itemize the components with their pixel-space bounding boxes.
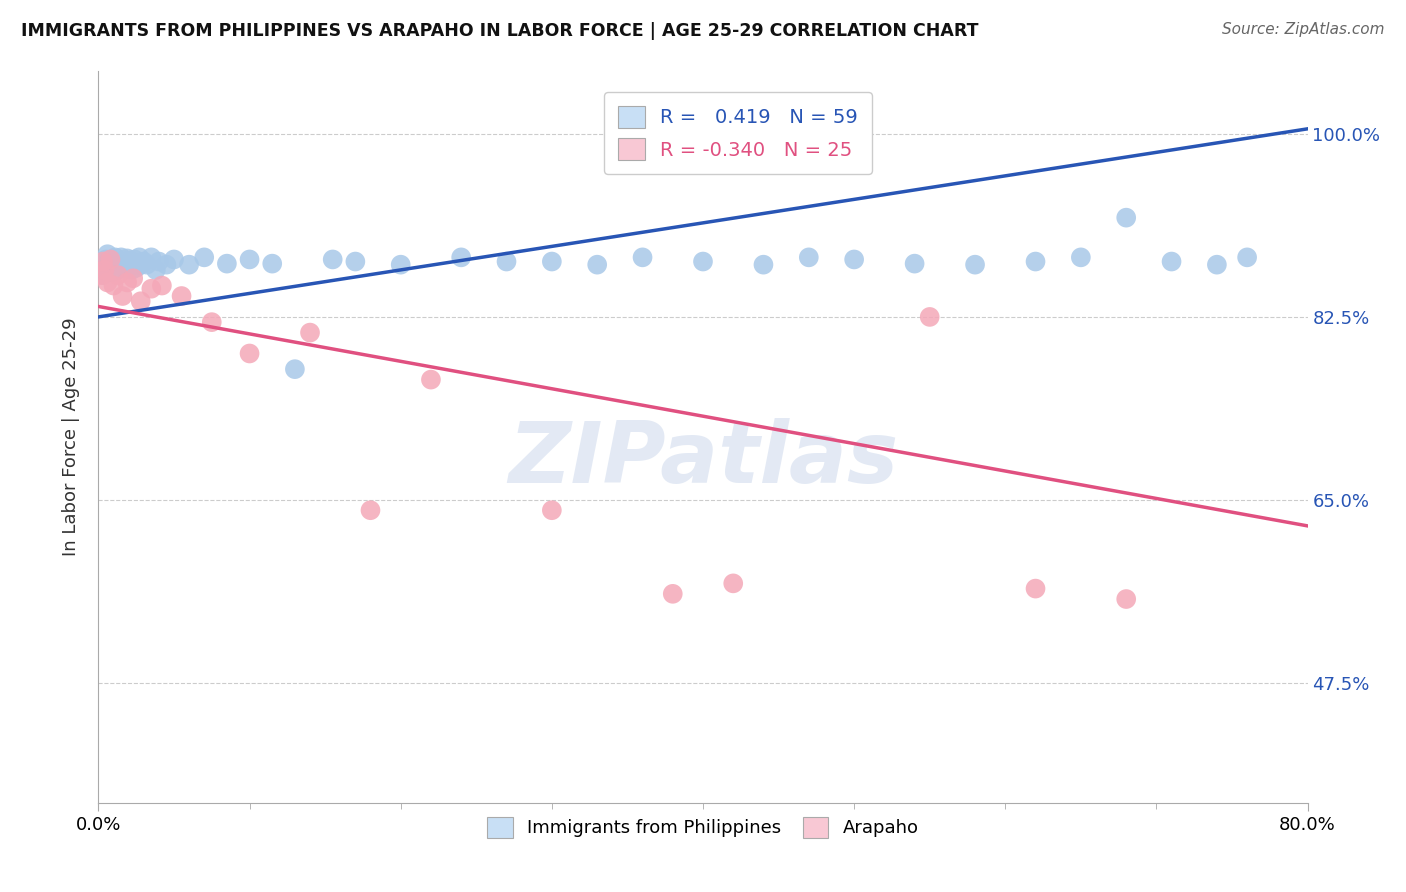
- Point: [344, 254, 367, 268]
- Point: [91, 268, 114, 282]
- Point: [284, 362, 307, 376]
- Point: [135, 258, 157, 272]
- Point: [661, 587, 683, 601]
- Point: [96, 276, 118, 290]
- Point: [239, 346, 262, 360]
- Point: [111, 257, 134, 271]
- Point: [111, 289, 134, 303]
- Point: [148, 254, 170, 268]
- Point: [122, 271, 145, 285]
- Text: IMMIGRANTS FROM PHILIPPINES VS ARAPAHO IN LABOR FORCE | AGE 25-29 CORRELATION CH: IMMIGRANTS FROM PHILIPPINES VS ARAPAHO I…: [21, 22, 979, 40]
- Point: [107, 263, 129, 277]
- Point: [115, 252, 138, 266]
- Point: [103, 255, 125, 269]
- Point: [118, 258, 141, 272]
- Point: [918, 310, 941, 324]
- Point: [105, 258, 128, 272]
- Point: [125, 260, 148, 275]
- Point: [450, 251, 472, 265]
- Point: [540, 254, 562, 268]
- Point: [141, 282, 163, 296]
- Point: [107, 268, 129, 282]
- Point: [797, 251, 820, 265]
- Y-axis label: In Labor Force | Age 25-29: In Labor Force | Age 25-29: [62, 318, 80, 557]
- Point: [239, 252, 262, 267]
- Point: [1070, 251, 1092, 265]
- Point: [96, 247, 118, 261]
- Point: [965, 258, 987, 272]
- Point: [844, 252, 866, 267]
- Point: [108, 254, 131, 268]
- Point: [179, 258, 201, 272]
- Point: [115, 276, 138, 290]
- Point: [114, 254, 136, 268]
- Point: [170, 289, 193, 303]
- Point: [100, 254, 122, 268]
- Text: Source: ZipAtlas.com: Source: ZipAtlas.com: [1222, 22, 1385, 37]
- Point: [752, 258, 775, 272]
- Point: [163, 252, 186, 267]
- Point: [129, 294, 152, 309]
- Point: [94, 252, 117, 267]
- Point: [129, 258, 152, 272]
- Point: [112, 260, 135, 274]
- Point: [723, 576, 745, 591]
- Point: [692, 254, 714, 268]
- Point: [132, 254, 155, 268]
- Point: [1236, 251, 1258, 265]
- Point: [101, 265, 124, 279]
- Point: [586, 258, 609, 272]
- Point: [1115, 592, 1137, 607]
- Point: [93, 258, 115, 272]
- Legend: Immigrants from Philippines, Arapaho: Immigrants from Philippines, Arapaho: [477, 806, 929, 848]
- Point: [540, 503, 562, 517]
- Point: [1115, 211, 1137, 225]
- Point: [299, 326, 322, 340]
- Point: [322, 252, 344, 267]
- Point: [155, 258, 177, 272]
- Point: [360, 503, 382, 517]
- Point: [122, 258, 145, 272]
- Point: [104, 251, 127, 265]
- Point: [1024, 254, 1046, 268]
- Text: ZIPatlas: ZIPatlas: [508, 417, 898, 500]
- Point: [128, 251, 150, 265]
- Point: [93, 263, 115, 277]
- Point: [145, 263, 167, 277]
- Point: [201, 315, 224, 329]
- Point: [120, 253, 142, 268]
- Point: [262, 257, 284, 271]
- Point: [420, 373, 443, 387]
- Point: [150, 278, 173, 293]
- Point: [90, 263, 112, 277]
- Point: [121, 263, 143, 277]
- Point: [98, 260, 121, 275]
- Point: [124, 252, 146, 267]
- Point: [495, 254, 517, 268]
- Point: [1206, 258, 1229, 272]
- Point: [141, 251, 163, 265]
- Point: [103, 278, 125, 293]
- Point: [100, 252, 122, 267]
- Point: [389, 258, 412, 272]
- Point: [110, 251, 132, 265]
- Point: [91, 254, 114, 268]
- Point: [215, 257, 238, 271]
- Point: [631, 251, 654, 265]
- Point: [904, 257, 927, 271]
- Point: [90, 268, 112, 282]
- Point: [1024, 582, 1046, 596]
- Point: [193, 251, 215, 265]
- Point: [1160, 254, 1182, 268]
